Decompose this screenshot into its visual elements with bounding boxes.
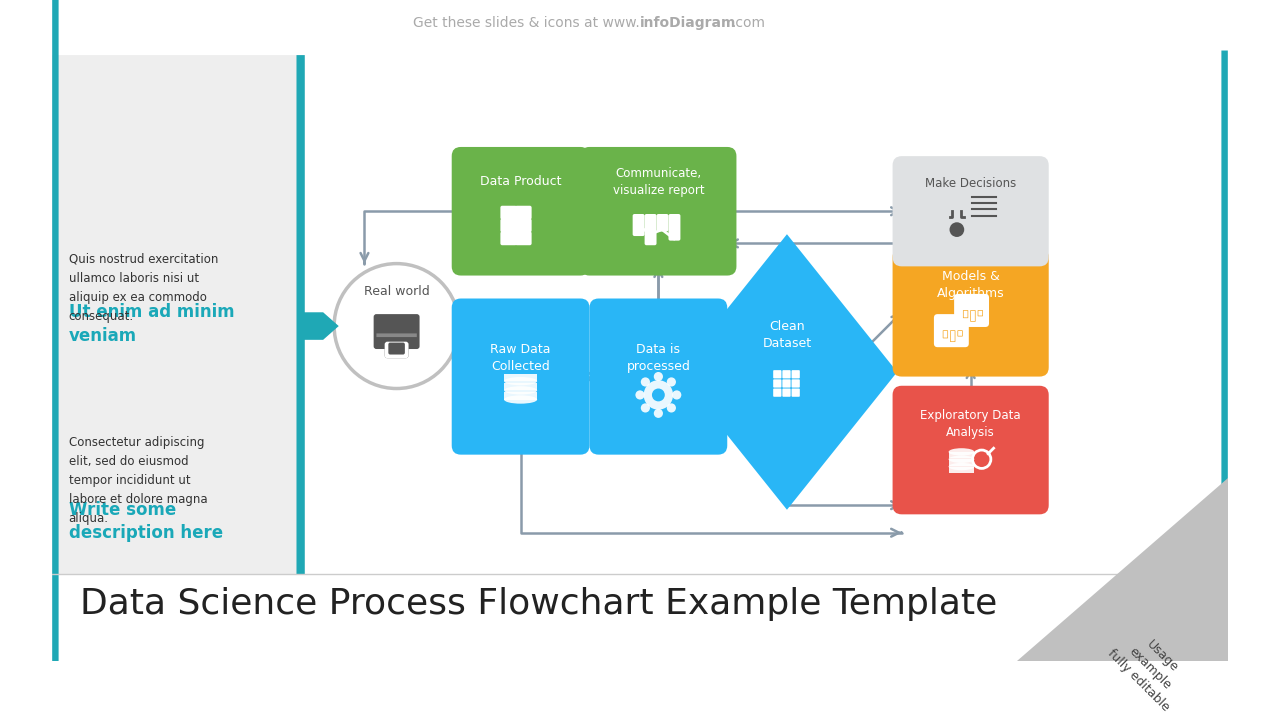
FancyBboxPatch shape — [943, 330, 947, 338]
FancyBboxPatch shape — [791, 379, 800, 387]
Text: Quis nostrud exercitation
ullamco laboris nisi ut
aliquip ex ea commodo
consequa: Quis nostrud exercitation ullamco labori… — [69, 253, 218, 323]
FancyBboxPatch shape — [970, 310, 975, 321]
Ellipse shape — [504, 377, 538, 385]
FancyBboxPatch shape — [892, 248, 1048, 377]
FancyBboxPatch shape — [385, 342, 408, 359]
Text: Models &
Algorithms: Models & Algorithms — [937, 270, 1005, 300]
FancyBboxPatch shape — [978, 310, 983, 316]
FancyBboxPatch shape — [657, 214, 668, 231]
FancyBboxPatch shape — [773, 379, 782, 387]
FancyBboxPatch shape — [668, 214, 681, 240]
FancyBboxPatch shape — [1221, 50, 1228, 574]
FancyBboxPatch shape — [773, 389, 782, 397]
FancyBboxPatch shape — [957, 330, 963, 336]
FancyBboxPatch shape — [374, 314, 420, 349]
FancyBboxPatch shape — [452, 299, 590, 454]
Text: Communicate,
visualize report: Communicate, visualize report — [613, 167, 704, 197]
FancyBboxPatch shape — [645, 214, 657, 246]
FancyBboxPatch shape — [782, 389, 791, 397]
FancyBboxPatch shape — [297, 55, 305, 574]
FancyBboxPatch shape — [590, 299, 727, 454]
Circle shape — [950, 222, 964, 237]
Text: Data Product: Data Product — [480, 176, 562, 189]
Ellipse shape — [504, 395, 538, 404]
FancyBboxPatch shape — [500, 206, 517, 220]
Circle shape — [654, 372, 663, 381]
Text: Consectetur adipiscing
elit, sed do eiusmod
tempor incididunt ut
labore et dolor: Consectetur adipiscing elit, sed do eius… — [69, 436, 207, 526]
Circle shape — [641, 377, 650, 387]
FancyBboxPatch shape — [500, 231, 517, 246]
FancyBboxPatch shape — [773, 370, 782, 379]
Text: Data Science Process Flowchart Example Template: Data Science Process Flowchart Example T… — [79, 588, 997, 621]
Ellipse shape — [948, 449, 974, 456]
Polygon shape — [948, 452, 974, 459]
FancyBboxPatch shape — [388, 343, 404, 354]
Text: Ut enim ad minim
veniam: Ut enim ad minim veniam — [69, 303, 234, 345]
FancyBboxPatch shape — [52, 55, 305, 574]
FancyBboxPatch shape — [376, 333, 417, 337]
Polygon shape — [297, 312, 339, 340]
FancyBboxPatch shape — [515, 219, 531, 233]
Polygon shape — [948, 467, 974, 473]
FancyBboxPatch shape — [515, 206, 531, 220]
Text: Write some
description here: Write some description here — [69, 500, 223, 542]
Polygon shape — [504, 392, 538, 400]
Circle shape — [654, 409, 663, 418]
Circle shape — [667, 377, 676, 387]
FancyBboxPatch shape — [892, 156, 1048, 266]
Text: Real world: Real world — [364, 284, 430, 298]
FancyBboxPatch shape — [782, 370, 791, 379]
FancyBboxPatch shape — [500, 219, 517, 233]
Text: Make Decisions: Make Decisions — [925, 177, 1016, 190]
FancyBboxPatch shape — [52, 0, 59, 661]
Circle shape — [652, 389, 664, 401]
FancyBboxPatch shape — [385, 342, 408, 359]
Polygon shape — [948, 459, 974, 466]
Text: .com: .com — [732, 16, 765, 30]
FancyBboxPatch shape — [954, 294, 989, 327]
Text: Raw Data
Collected: Raw Data Collected — [490, 343, 550, 373]
FancyBboxPatch shape — [782, 379, 791, 387]
FancyBboxPatch shape — [934, 314, 969, 347]
Text: Get these slides & icons at www.: Get these slides & icons at www. — [413, 16, 640, 30]
Text: Clean
Dataset: Clean Dataset — [763, 320, 812, 350]
Circle shape — [667, 403, 676, 413]
Circle shape — [334, 264, 460, 389]
Polygon shape — [1016, 477, 1228, 661]
Text: infoDiagram: infoDiagram — [640, 16, 736, 30]
Circle shape — [641, 403, 650, 413]
FancyBboxPatch shape — [964, 310, 968, 318]
Circle shape — [672, 390, 681, 400]
Text: Exploratory Data
Analysis: Exploratory Data Analysis — [920, 410, 1021, 439]
FancyBboxPatch shape — [515, 231, 531, 246]
Ellipse shape — [948, 456, 974, 463]
FancyBboxPatch shape — [580, 147, 736, 276]
FancyBboxPatch shape — [951, 330, 955, 342]
FancyBboxPatch shape — [452, 147, 590, 276]
Text: Data is
processed: Data is processed — [626, 343, 690, 373]
Polygon shape — [677, 234, 897, 510]
Ellipse shape — [504, 386, 538, 395]
FancyBboxPatch shape — [791, 370, 800, 379]
Circle shape — [635, 390, 645, 400]
Polygon shape — [504, 383, 538, 390]
Text: Usage
example
fully editable: Usage example fully editable — [1105, 623, 1196, 714]
Polygon shape — [504, 374, 538, 381]
Circle shape — [644, 380, 673, 410]
FancyBboxPatch shape — [791, 389, 800, 397]
FancyBboxPatch shape — [632, 214, 645, 236]
Ellipse shape — [948, 463, 974, 470]
FancyBboxPatch shape — [892, 386, 1048, 514]
